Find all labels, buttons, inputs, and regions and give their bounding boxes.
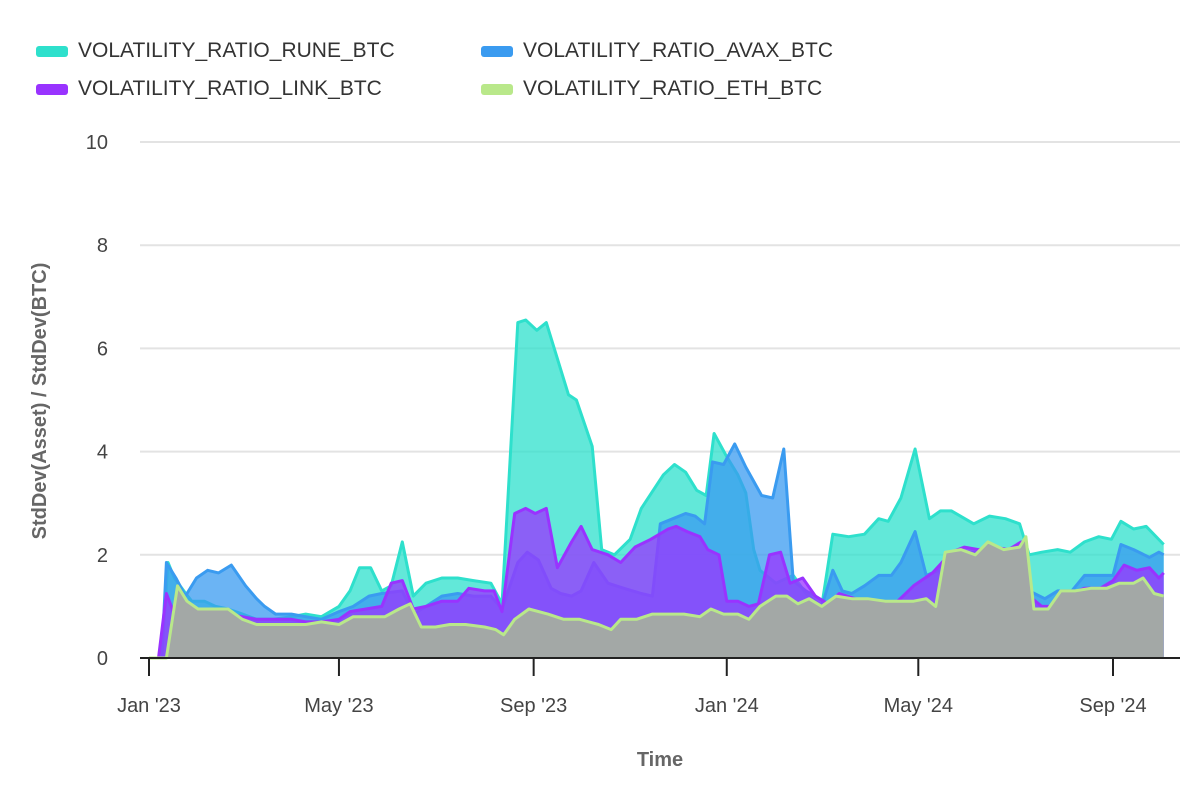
legend-item-rune[interactable]: VOLATILITY_RATIO_RUNE_BTC bbox=[36, 39, 395, 63]
x-tick-label: Sep '23 bbox=[500, 695, 567, 717]
legend-label-link: VOLATILITY_RATIO_LINK_BTC bbox=[78, 77, 382, 100]
legend-label-eth: VOLATILITY_RATIO_ETH_BTC bbox=[523, 77, 823, 100]
x-tick-label: May '24 bbox=[884, 695, 953, 717]
legend-swatch-link bbox=[36, 83, 68, 95]
x-tick-label: May '23 bbox=[304, 695, 373, 717]
x-axis-title: Time bbox=[637, 749, 683, 771]
y-tick-label: 6 bbox=[97, 338, 108, 360]
x-tick-label: Jan '23 bbox=[117, 695, 181, 717]
x-tick-label: Sep '24 bbox=[1079, 695, 1146, 717]
series-line-rune bbox=[149, 318, 1165, 660]
y-tick-label: 2 bbox=[97, 545, 108, 567]
legend-swatch-eth bbox=[481, 83, 513, 95]
series-eth bbox=[149, 535, 1165, 660]
y-axis-title: StdDev(Asset) / StdDev(BTC) bbox=[29, 263, 51, 540]
legend-swatch-rune bbox=[36, 45, 68, 57]
series-area-eth bbox=[149, 536, 1164, 658]
legend-label-avax: VOLATILITY_RATIO_AVAX_BTC bbox=[523, 39, 834, 62]
y-tick-label: 10 bbox=[86, 132, 108, 154]
legend-item-eth[interactable]: VOLATILITY_RATIO_ETH_BTC bbox=[481, 77, 822, 101]
axis-layer: 0 2 4 6 8 10 Jan '23 May '23 Sep '23 Jan '24 May '… bbox=[86, 132, 1180, 717]
y-tick-label: 8 bbox=[97, 235, 108, 257]
y-tick-label: 0 bbox=[97, 648, 108, 670]
series-line-eth bbox=[149, 535, 1165, 660]
y-tick-label: 4 bbox=[97, 442, 108, 464]
legend-label-rune: VOLATILITY_RATIO_RUNE_BTC bbox=[78, 39, 395, 62]
x-tick-label: Jan '24 bbox=[695, 695, 759, 717]
series-layer bbox=[149, 318, 1165, 660]
legend-item-link[interactable]: VOLATILITY_RATIO_LINK_BTC bbox=[36, 77, 382, 101]
legend-swatch-avax bbox=[481, 45, 513, 57]
legend-item-avax[interactable]: VOLATILITY_RATIO_AVAX_BTC bbox=[481, 39, 833, 63]
